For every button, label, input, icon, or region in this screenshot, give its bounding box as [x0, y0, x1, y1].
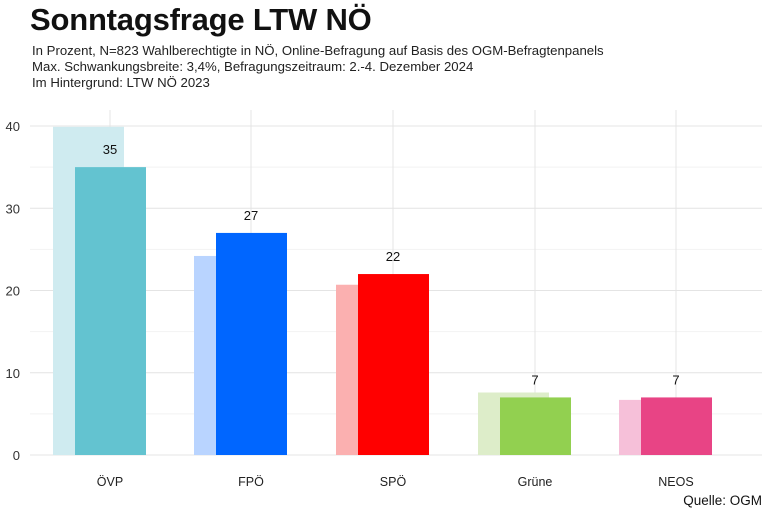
y-tick-label: 20 — [6, 284, 20, 299]
x-tick-label: NEOS — [658, 475, 693, 489]
data-label: 7 — [672, 372, 679, 387]
source-caption: Quelle: OGM — [683, 493, 762, 508]
x-tick-label: ÖVP — [97, 475, 123, 489]
subtitle-line-2: Max. Schwankungsbreite: 3,4%, Befragungs… — [32, 59, 474, 75]
bar — [500, 397, 571, 455]
data-label: 27 — [244, 208, 258, 223]
data-label: 22 — [386, 249, 400, 264]
x-tick-label: FPÖ — [238, 475, 264, 489]
data-label: 7 — [531, 372, 538, 387]
subtitle-line-1: In Prozent, N=823 Wahlberechtigte in NÖ,… — [32, 43, 604, 58]
chart-subtitle: In Prozent, N=823 Wahlberechtigte in NÖ,… — [32, 43, 604, 92]
y-tick-label: 40 — [6, 119, 20, 134]
bar — [641, 397, 712, 455]
bar — [216, 232, 287, 455]
y-tick-label: 10 — [6, 366, 20, 381]
y-tick-label: 30 — [6, 201, 20, 216]
chart-title: Sonntagsfrage LTW NÖ — [30, 2, 372, 37]
subtitle-line-3: Im Hintergrund: LTW NÖ 2023 — [32, 75, 210, 91]
bar — [358, 274, 429, 455]
x-tick-label: SPÖ — [380, 475, 407, 489]
data-label: 35 — [103, 142, 117, 157]
bar — [75, 167, 146, 455]
y-tick-label: 0 — [13, 448, 20, 463]
x-tick-label: Grüne — [518, 475, 553, 489]
